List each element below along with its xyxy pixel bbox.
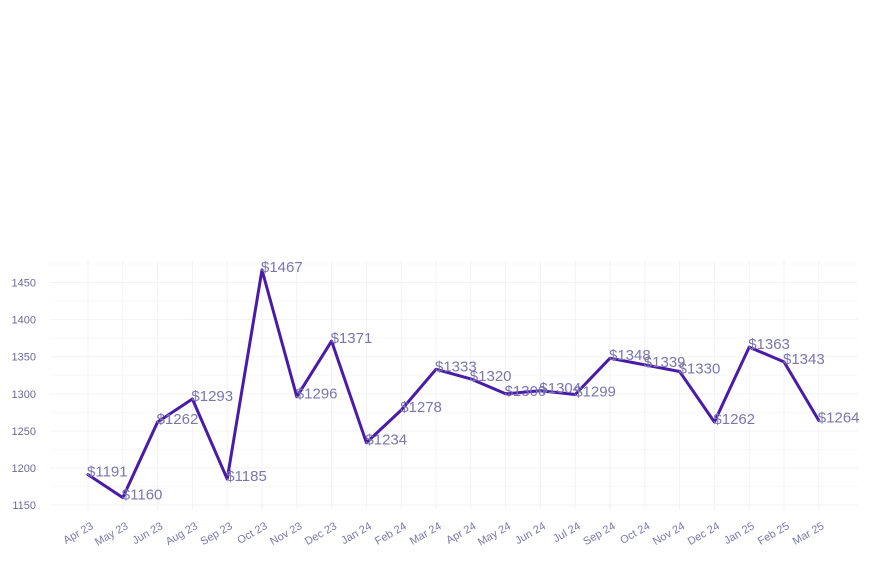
x-tick-label: May 24 <box>476 520 513 548</box>
data-label: $1330 <box>679 361 721 378</box>
data-label: $1467 <box>261 259 303 276</box>
y-tick-label: 1300 <box>12 389 36 401</box>
x-tick-label: Oct 24 <box>618 520 652 547</box>
x-tick-label: Dec 23 <box>303 520 339 548</box>
grid-layer <box>50 260 858 510</box>
x-tick-label: Jul 24 <box>551 520 582 545</box>
x-tick-label: Jan 25 <box>722 520 757 547</box>
x-tick-label: May 23 <box>93 520 130 548</box>
x-tick-label: Apr 23 <box>61 520 95 547</box>
data-label: $1371 <box>331 330 373 347</box>
x-tick-label: Mar 25 <box>791 520 827 548</box>
x-tick-label: Oct 23 <box>235 520 269 547</box>
data-label: $1262 <box>157 411 199 428</box>
x-tick-label: Jun 24 <box>513 520 548 547</box>
y-tick-label: 1350 <box>12 352 36 364</box>
x-tick-label: Nov 24 <box>651 520 687 548</box>
x-tick-label: Jan 24 <box>339 520 374 547</box>
x-tick-label: Aug 23 <box>164 520 200 548</box>
series-line <box>86 268 821 500</box>
data-label: $1191 <box>87 464 128 481</box>
y-tick-label: 1450 <box>12 278 36 290</box>
x-tick-label: Feb 25 <box>756 520 792 548</box>
x-tick-label: Mar 24 <box>408 520 444 548</box>
data-label: $1296 <box>296 386 338 403</box>
x-tick-label: Dec 24 <box>686 520 722 548</box>
data-label: $1320 <box>470 368 512 385</box>
series-layer <box>86 268 821 500</box>
x-tick-label: Nov 23 <box>268 520 304 548</box>
data-label: $1363 <box>748 336 790 353</box>
data-label: $1300 <box>505 383 547 400</box>
data-label: $1185 <box>226 468 267 485</box>
y-axis: 1150 1200 1250 1300 1350 1400 1450 <box>12 278 36 512</box>
data-label: $1262 <box>713 411 755 428</box>
data-label: $1293 <box>191 388 233 405</box>
y-tick-label: 1250 <box>12 426 36 438</box>
y-tick-label: 1150 <box>12 500 36 512</box>
data-label: $1160 <box>122 487 163 504</box>
x-tick-label: Sep 23 <box>198 520 234 548</box>
data-label: $1333 <box>435 358 477 375</box>
y-tick-label: 1400 <box>12 315 36 327</box>
data-label: $1304 <box>539 380 581 397</box>
data-label: $1343 <box>783 351 825 368</box>
x-tick-label: Feb 24 <box>373 520 409 548</box>
data-label: $1348 <box>609 347 651 364</box>
data-label: $1234 <box>365 432 407 449</box>
y-tick-label: 1200 <box>12 463 36 475</box>
data-label: $1339 <box>644 354 686 371</box>
data-label: $1299 <box>574 384 616 401</box>
data-label: $1278 <box>400 399 442 416</box>
data-labels: $1191 $1160 $1262 $1293 $1185 $1467 $1296 $1371… <box>87 259 860 504</box>
x-tick-label: Apr 24 <box>444 520 478 547</box>
x-tick-label: Sep 24 <box>581 520 617 548</box>
data-label: $1264 <box>818 409 860 426</box>
x-tick-label: Jun 23 <box>130 520 165 547</box>
